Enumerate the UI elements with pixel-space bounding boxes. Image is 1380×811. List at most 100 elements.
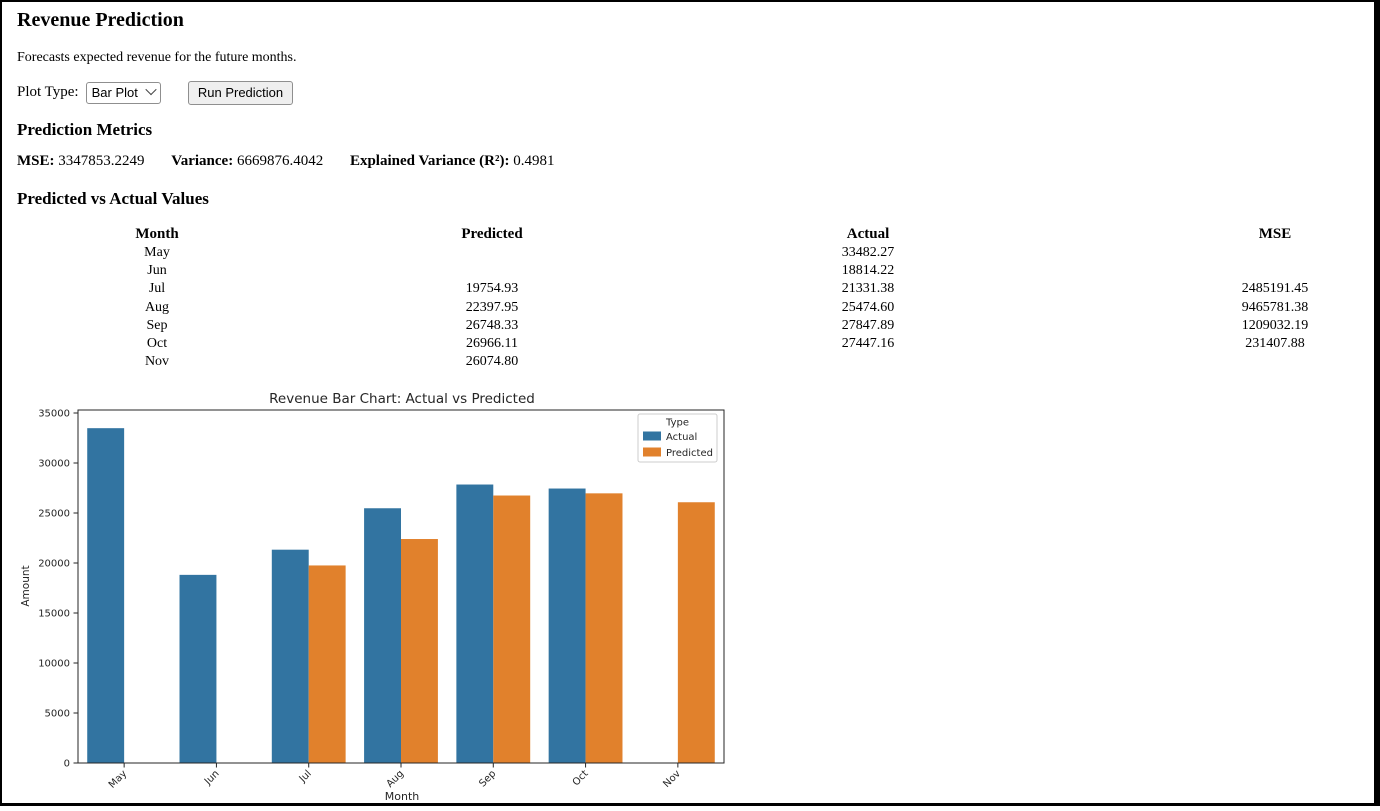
plot-border	[77, 409, 725, 764]
chart-ylabel: Amount	[20, 565, 32, 606]
cell-actual: 21331.38	[841, 281, 895, 297]
cell-actual: 25474.60	[841, 299, 895, 315]
table-row: Jun 18814.22	[15, 262, 1380, 280]
y-tick-label: 0	[64, 759, 70, 770]
x-tick-label: Oct	[571, 768, 591, 788]
x-tick-label: May	[107, 768, 129, 790]
table-row: Nov 26074.80	[15, 353, 1380, 371]
chart-xlabel: Month	[385, 790, 420, 803]
x-tick-label: Sep	[477, 768, 498, 789]
cell-predicted: 19754.93	[465, 281, 519, 297]
bar-predicted-aug	[401, 539, 438, 763]
mse-value: 3347853.2249	[58, 153, 145, 169]
controls-row: Plot Type: Bar Plot Run Prediction	[17, 80, 1374, 105]
cell-mse	[1051, 262, 1380, 280]
bar-actual-oct	[548, 488, 586, 763]
explained-variance-metric: Explained Variance (R²): 0.4981	[350, 153, 555, 169]
cell-month: Oct	[146, 336, 168, 352]
table-row: Oct 26966.11 27447.16 231407.88	[15, 335, 1380, 353]
revenue-bar-chart: Revenue Bar Chart: Actual vs Predicted Mo…	[20, 391, 725, 803]
bar-actual-jun	[179, 574, 217, 763]
cell-mse: 2485191.45	[1241, 281, 1309, 297]
y-tick-label: 30000	[38, 459, 70, 470]
metrics-heading: Prediction Metrics	[17, 120, 153, 139]
cell-mse: 9465781.38	[1241, 299, 1309, 315]
plot-type-selected-value: Bar Plot	[91, 84, 138, 100]
y-tick-label: 35000	[38, 409, 70, 420]
bar-predicted-jul	[308, 565, 346, 763]
column-header-mse: MSE	[1258, 226, 1292, 242]
y-tick-label: 25000	[38, 509, 70, 520]
table-row: Aug 22397.95 25474.60 9465781.38	[15, 299, 1380, 317]
cell-actual	[685, 353, 1051, 371]
cell-month: Jul	[148, 281, 166, 297]
x-tick-label: Aug	[385, 768, 407, 790]
y-tick-label: 5000	[45, 709, 70, 720]
mse-label: MSE:	[17, 153, 55, 169]
revenue-chart-figure: Revenue Bar Chart: Actual vs Predicted Mo…	[20, 385, 750, 811]
column-header-actual: Actual	[846, 226, 890, 242]
plot-type-select[interactable]: Bar Plot	[85, 81, 161, 104]
bar-predicted-sep	[493, 495, 531, 763]
x-tick-label: Nov	[661, 768, 683, 790]
x-tick-label: Jun	[202, 768, 222, 788]
bar-actual-jul	[271, 549, 309, 763]
cell-mse	[1051, 244, 1380, 262]
y-tick-label: 15000	[38, 609, 70, 620]
cell-predicted	[299, 262, 685, 280]
cell-mse: 1209032.19	[1241, 317, 1309, 333]
plot-type-label: Plot Type:	[17, 84, 79, 100]
cell-mse	[1051, 353, 1380, 371]
variance-metric: Variance: 6669876.4042	[171, 153, 323, 169]
y-tick-label: 10000	[38, 659, 70, 670]
table-row: Sep 26748.33 27847.89 1209032.19	[15, 317, 1380, 335]
cell-actual: 27447.16	[841, 336, 895, 352]
cell-month: Aug	[144, 299, 170, 315]
cell-month: Sep	[146, 317, 168, 333]
cell-predicted: 26748.33	[465, 317, 519, 333]
cell-actual: 27847.89	[841, 317, 895, 333]
legend-swatch-predicted	[643, 447, 661, 457]
legend-label-actual: Actual	[666, 432, 697, 443]
x-tick-label: Jul	[297, 768, 314, 785]
bar-actual-aug	[364, 508, 401, 763]
variance-label: Variance:	[171, 153, 234, 169]
table-heading: Predicted vs Actual Values	[17, 189, 209, 208]
legend-label-predicted: Predicted	[666, 448, 713, 459]
bar-predicted-nov	[677, 502, 715, 763]
cell-predicted: 26074.80	[465, 354, 519, 370]
prediction-table-body: May 33482.27 Jun 18814.22 Jul 19754.93 21331.3…	[15, 244, 1380, 371]
cell-actual: 18814.22	[841, 263, 895, 279]
column-header-month: Month	[135, 226, 179, 242]
explained-variance-label: Explained Variance (R²):	[349, 153, 510, 169]
run-prediction-button[interactable]: Run Prediction	[187, 80, 294, 105]
legend-swatch-actual	[643, 431, 661, 441]
cell-month: May	[144, 245, 170, 260]
variance-value: 6669876.4042	[236, 153, 324, 169]
bar-predicted-oct	[585, 493, 623, 763]
chart-title: Revenue Bar Chart: Actual vs Predicted	[269, 391, 535, 407]
cell-predicted: 22397.95	[465, 299, 519, 315]
prediction-table: Month Predicted Actual MSE May 33482.27 Ju…	[15, 225, 1380, 371]
cell-predicted	[299, 244, 685, 262]
chevron-down-icon	[145, 83, 157, 96]
cell-month: Jun	[147, 263, 167, 279]
cell-month: Nov	[144, 354, 170, 370]
table-header-row: Month Predicted Actual MSE	[15, 225, 1380, 244]
page-title: Revenue Prediction	[17, 9, 184, 31]
cell-actual: 33482.27	[841, 245, 895, 260]
mse-metric: MSE: 3347853.2249	[17, 153, 145, 169]
table-row: May 33482.27	[15, 244, 1380, 262]
cell-predicted: 26966.11	[466, 336, 518, 352]
legend-title: Type	[665, 418, 689, 429]
bar-actual-may	[87, 428, 125, 763]
y-tick-label: 20000	[38, 559, 70, 570]
cell-mse: 231407.88	[1245, 336, 1305, 352]
metrics-line: MSE: 3347853.2249 Variance: 6669876.4042…	[17, 153, 1374, 169]
explained-variance-value: 0.4981	[513, 153, 555, 169]
bar-actual-sep	[456, 484, 494, 763]
column-header-predicted: Predicted	[461, 226, 523, 242]
table-row: Jul 19754.93 21331.38 2485191.45	[15, 280, 1380, 298]
page-description: Forecasts expected revenue for the futur…	[17, 50, 297, 65]
